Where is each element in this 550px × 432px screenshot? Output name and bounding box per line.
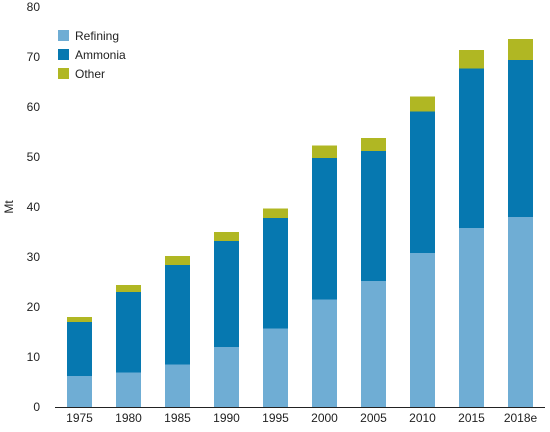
y-tick-label: 30 [27,250,41,264]
bar-ammonia-2005 [361,151,386,281]
x-axis-ticks: 1975 1980 1985 1990 1995 2000 2005 2010 2015 2018… [66,411,537,425]
bar-ammonia-1985 [165,265,190,365]
y-axis-ticks: 0 10 20 30 40 50 60 70 80 [27,0,41,414]
bar-refining-2010 [410,253,435,407]
y-tick-label: 40 [27,200,41,214]
x-tick-label: 1980 [115,411,142,425]
legend-label-other: Other [75,67,105,81]
y-tick-label: 60 [27,100,41,114]
bar-refining-1980 [116,372,141,407]
legend-label-ammonia: Ammonia [75,48,126,62]
legend-swatch-ammonia [58,49,69,60]
bar-other-1980 [116,285,141,292]
bar-other-2005 [361,138,386,151]
bar-other-2018e [508,39,533,60]
legend-swatch-refining [58,30,69,41]
bar-ammonia-2018e [508,60,533,217]
y-axis-title: Mt [2,200,16,214]
y-tick-label: 70 [27,50,41,64]
bar-series [67,39,533,407]
x-tick-label: 1975 [66,411,93,425]
y-tick-label: 50 [27,150,41,164]
bar-refining-1975 [67,376,92,407]
bar-other-1990 [214,232,239,241]
bar-refining-1990 [214,347,239,407]
x-tick-label: 1995 [262,411,289,425]
bar-refining-2000 [312,299,337,407]
bar-other-1985 [165,256,190,265]
bar-other-2015 [459,50,484,69]
x-tick-label: 2010 [409,411,436,425]
bar-refining-2005 [361,281,386,407]
bar-ammonia-1975 [67,322,92,376]
bar-refining-2018e [508,217,533,407]
bar-other-1975 [67,317,92,322]
bar-ammonia-1990 [214,241,239,347]
x-tick-label: 2005 [360,411,387,425]
y-tick-label: 80 [27,0,41,14]
legend-swatch-other [58,68,69,79]
bar-ammonia-1995 [263,218,288,329]
bar-refining-1995 [263,328,288,407]
y-tick-label: 0 [33,400,40,414]
legend-label-refining: Refining [75,29,119,43]
x-tick-label: 1990 [213,411,240,425]
bar-other-1995 [263,208,288,218]
x-tick-label: 2018e [504,411,538,425]
bar-other-2000 [312,145,337,158]
x-tick-label: 2015 [458,411,485,425]
x-tick-label: 1985 [164,411,191,425]
bar-ammonia-2000 [312,158,337,300]
bar-ammonia-2010 [410,111,435,253]
x-tick-label: 2000 [311,411,338,425]
bar-other-2010 [410,96,435,112]
bar-ammonia-1980 [116,292,141,373]
bar-refining-1985 [165,364,190,407]
bar-refining-2015 [459,228,484,407]
bar-ammonia-2015 [459,68,484,228]
legend: Refining Ammonia Other [58,29,126,81]
y-tick-label: 10 [27,350,41,364]
y-tick-label: 20 [27,300,41,314]
